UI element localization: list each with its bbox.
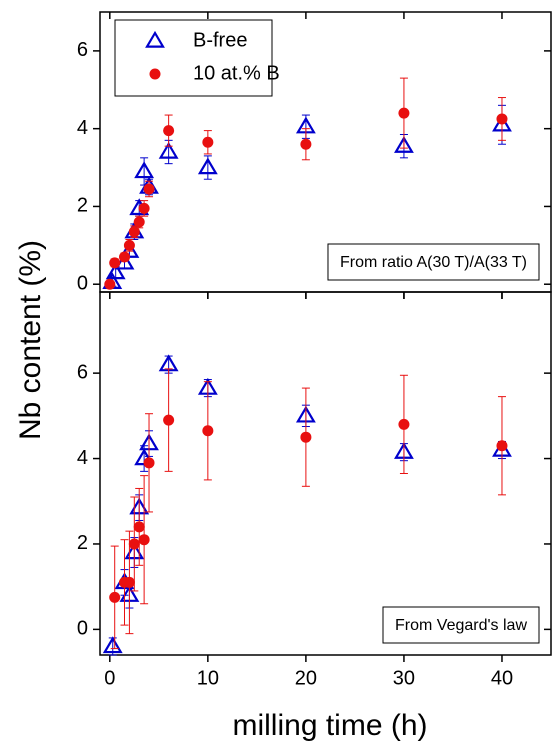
y-tick-label: 0 (77, 273, 88, 295)
data-point (496, 113, 508, 125)
y-tick-label: 6 (77, 361, 88, 383)
data-point (143, 183, 155, 195)
legend-marker (145, 30, 165, 48)
data-point (114, 252, 135, 270)
data-point (133, 521, 145, 533)
x-tick-label: 30 (393, 667, 415, 689)
y-tick-label: 4 (77, 447, 88, 469)
y-tick-label: 6 (77, 39, 88, 61)
annotation-box (382, 606, 540, 644)
data-point (163, 414, 175, 426)
data-point (138, 202, 150, 214)
y-tick-label: 0 (77, 618, 88, 640)
y-axis-label: Nb content (%) (14, 240, 47, 440)
data-point (109, 257, 121, 269)
data-point (128, 538, 140, 550)
data-point (123, 239, 135, 251)
x-tick-label: 20 (295, 667, 317, 689)
x-tick-label: 40 (491, 667, 513, 689)
annotation: From Vegard's law (395, 617, 527, 634)
data-point (197, 157, 218, 175)
legend-label: B-free (193, 29, 247, 51)
data-point (134, 161, 155, 179)
data-point (300, 431, 312, 443)
data-point (105, 262, 126, 280)
data-point (109, 591, 121, 603)
data-point (394, 135, 414, 153)
y-tick-label: 2 (77, 195, 88, 217)
data-point (102, 636, 123, 654)
y-tick-label: 4 (77, 117, 88, 139)
x-axis-label: milling time (h) (232, 709, 427, 742)
plot-frame (99, 291, 552, 656)
data-point (133, 216, 145, 228)
data-point (398, 107, 410, 119)
data-point (158, 141, 179, 159)
data-point (496, 440, 508, 452)
y-tick-label: 2 (77, 532, 88, 554)
data-point (123, 576, 135, 588)
data-point (202, 425, 214, 437)
data-point (119, 251, 131, 263)
annotation: From ratio A(30 T)/A(33 T) (340, 254, 527, 271)
x-tick-label: 10 (197, 667, 219, 689)
legend-marker (149, 68, 161, 80)
data-point (104, 278, 116, 290)
data-point (138, 534, 150, 546)
legend-box (114, 19, 273, 97)
data-point (163, 125, 175, 137)
data-point (202, 136, 214, 148)
data-point (398, 418, 410, 430)
legend-label: 10 at.% B (193, 62, 280, 84)
data-point (300, 138, 312, 150)
x-tick-label: 0 (104, 667, 115, 689)
data-point (143, 457, 155, 469)
annotation-box (327, 243, 540, 281)
data-point (128, 226, 140, 238)
